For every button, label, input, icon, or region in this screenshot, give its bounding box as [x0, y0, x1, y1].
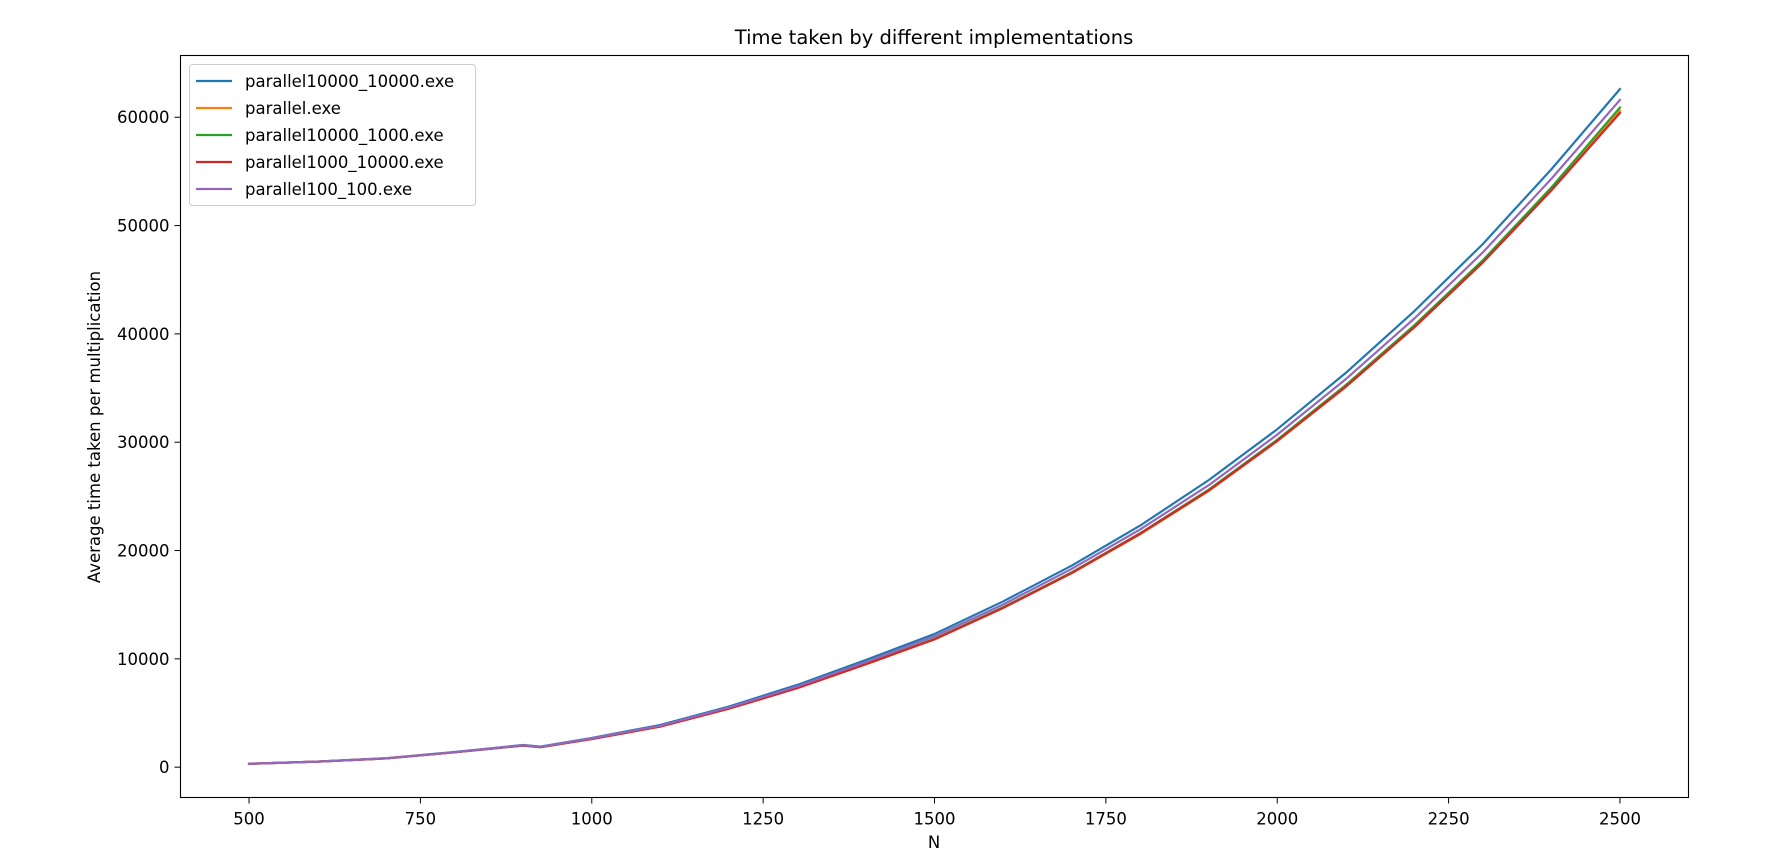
x-tick-label: 750 — [405, 810, 437, 829]
x-tick-label: 1000 — [571, 810, 613, 829]
y-tick-label: 0 — [159, 758, 170, 777]
y-axis-label: Average time taken per multiplication — [85, 271, 104, 583]
legend-label-4: parallel1000_10000.exe — [245, 153, 444, 173]
y-tick-label: 50000 — [117, 217, 170, 236]
legend-label-1: parallel10000_10000.exe — [245, 72, 454, 92]
x-axis-ticks: 500 750 1000 1250 1500 1750 2000 2250 2500 — [233, 797, 1641, 829]
chart-title: Time taken by different implementations — [734, 26, 1133, 49]
x-tick-label: 2500 — [1599, 810, 1641, 829]
legend: parallel10000_10000.exe parallel.exe paral… — [189, 64, 476, 206]
y-axis-ticks: 0 10000 20000 30000 40000 50000 60000 — [117, 108, 181, 777]
x-tick-label: 2000 — [1256, 810, 1298, 829]
legend-label-2: parallel.exe — [245, 99, 341, 118]
y-tick-label: 20000 — [117, 542, 170, 561]
plot-frame — [179, 54, 1690, 799]
series-group — [247, 87, 1622, 765]
x-tick-label: 500 — [233, 810, 265, 829]
y-tick-label: 40000 — [117, 325, 170, 344]
y-tick-label: 60000 — [117, 108, 170, 127]
legend-frame — [189, 64, 476, 206]
x-tick-label: 1500 — [914, 810, 956, 829]
x-tick-label: 1250 — [742, 810, 784, 829]
x-axis-label: N — [928, 833, 940, 852]
y-tick-label: 30000 — [117, 433, 170, 452]
x-tick-label: 2250 — [1428, 810, 1470, 829]
x-tick-label: 1750 — [1085, 810, 1127, 829]
y-tick-label: 10000 — [117, 650, 170, 669]
legend-label-5: parallel100_100.exe — [245, 180, 412, 200]
legend-label-3: parallel10000_1000.exe — [245, 126, 444, 146]
series-line-5 — [247, 98, 1622, 765]
